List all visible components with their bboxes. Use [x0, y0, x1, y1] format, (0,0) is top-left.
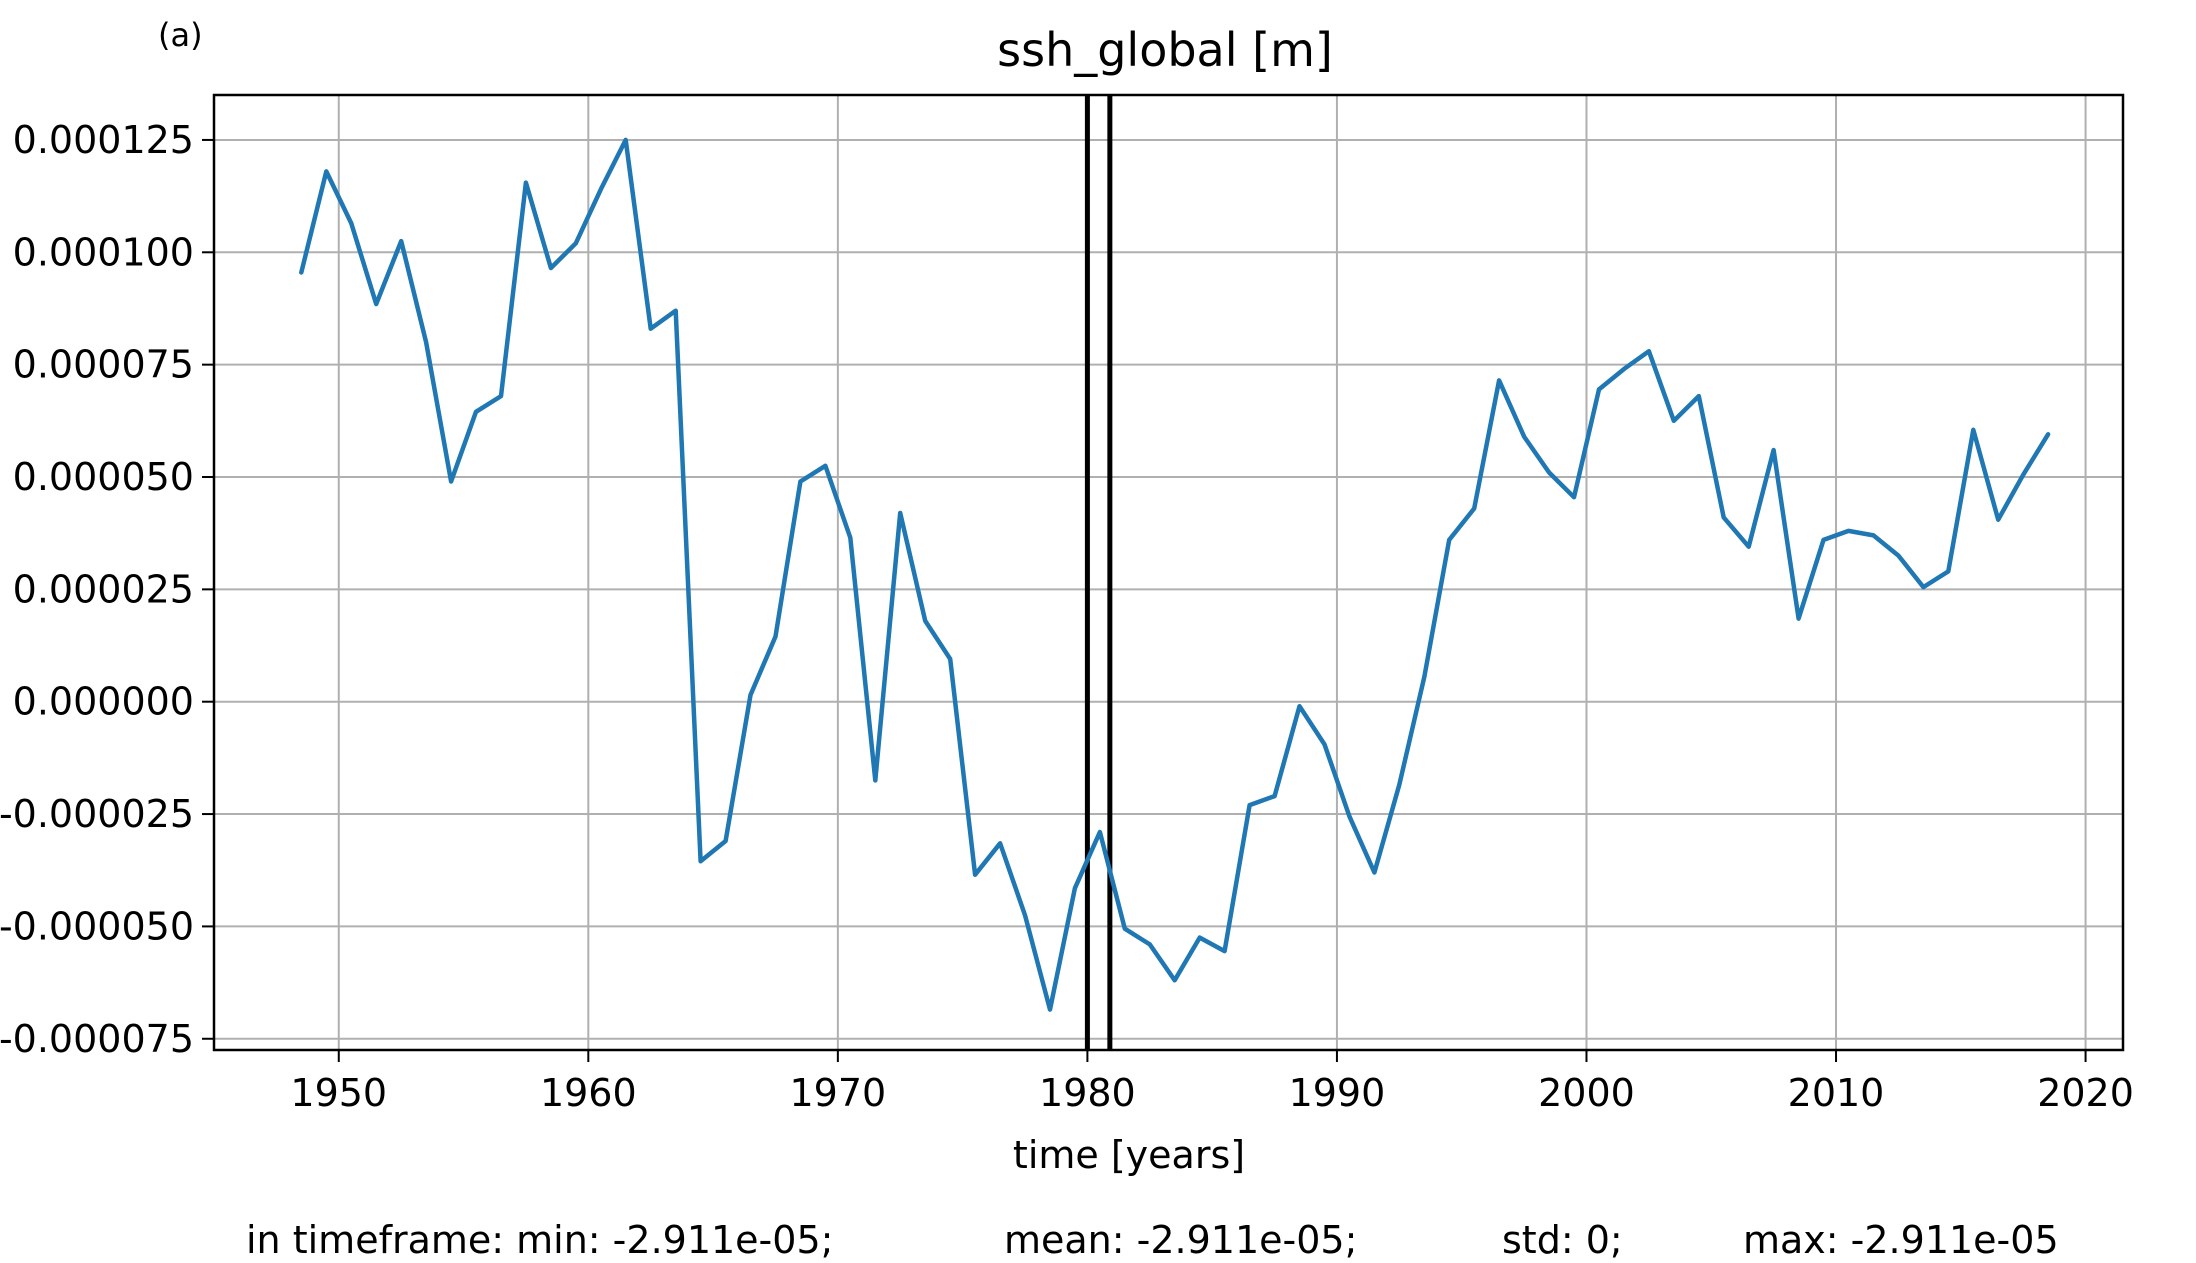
- x-tick-label: 1980: [1039, 1071, 1136, 1115]
- x-tick-label: 1970: [789, 1071, 886, 1115]
- y-tick-label: -0.000050: [0, 904, 194, 948]
- chart-title: ssh_global [m]: [997, 23, 1333, 77]
- stat-min: in timeframe: min: -2.911e-05;: [246, 1218, 833, 1262]
- y-tick-label: 0.000025: [13, 567, 194, 611]
- x-tick-label: 2000: [1538, 1071, 1635, 1115]
- x-tick-label: 2020: [2037, 1071, 2134, 1115]
- series-group: [299, 137, 2051, 1012]
- x-tick-label: 1950: [290, 1071, 387, 1115]
- y-tick-label: 0.000050: [13, 455, 194, 499]
- x-tick-label: 2010: [1788, 1071, 1885, 1115]
- x-axis-label: time [years]: [1013, 1133, 1245, 1177]
- stat-std: std: 0;: [1502, 1218, 1623, 1262]
- reference-lines: [1084, 95, 1113, 1050]
- panel-label: (a): [158, 16, 203, 54]
- x-tick-label: 1960: [540, 1071, 637, 1115]
- y-tick-label: 0.000100: [13, 230, 194, 274]
- y-tick-label: 0.000125: [13, 118, 194, 162]
- grid-lines: [214, 95, 2123, 1050]
- stat-mean: mean: -2.911e-05;: [1004, 1218, 1357, 1262]
- x-axis: 1950 1960 1970 1980 1990 2000 2010 2020: [290, 1050, 2134, 1115]
- stats-footer: in timeframe: min: -2.911e-05; mean: -2.…: [246, 1218, 2059, 1262]
- series-line: [299, 137, 2051, 1012]
- plot-frame: [212, 93, 2125, 1052]
- y-tick-label: -0.000075: [0, 1017, 194, 1061]
- y-tick-label: 0.000075: [13, 343, 194, 387]
- x-tick-label: 1990: [1289, 1071, 1386, 1115]
- y-tick-label: -0.000025: [0, 792, 194, 836]
- y-tick-label: 0.000000: [13, 680, 194, 724]
- stat-max: max: -2.911e-05: [1743, 1218, 2059, 1262]
- y-axis: 0.000125 0.000100 0.000075 0.000050 0.000025…: [0, 118, 214, 1061]
